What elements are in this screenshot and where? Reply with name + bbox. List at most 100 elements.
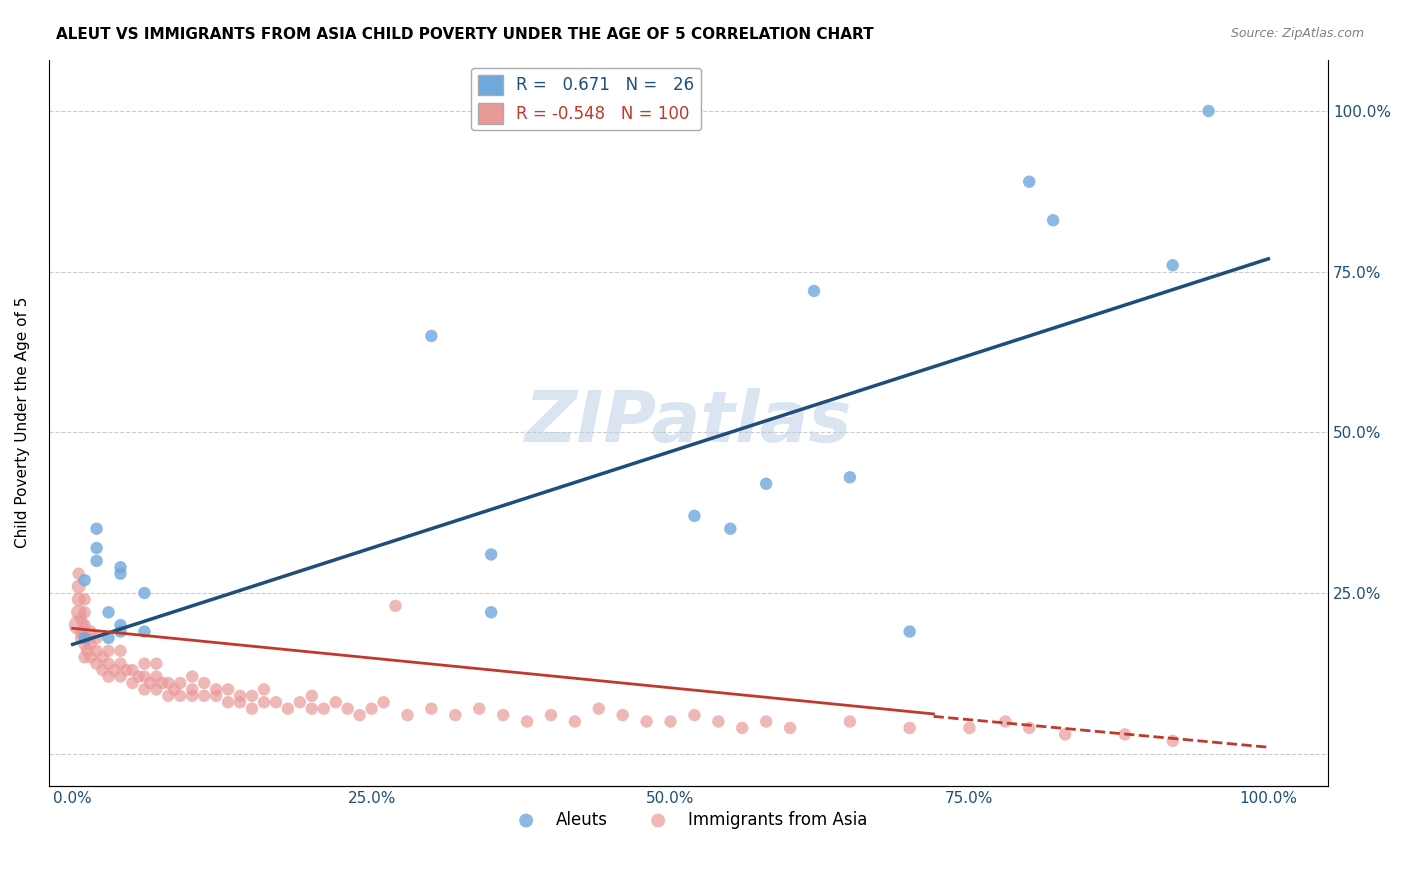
Point bbox=[588, 701, 610, 715]
Point bbox=[86, 554, 108, 568]
Point bbox=[79, 650, 101, 665]
Point bbox=[67, 580, 90, 594]
Point bbox=[73, 605, 96, 619]
Point bbox=[755, 476, 778, 491]
Point bbox=[134, 586, 156, 600]
Point bbox=[803, 284, 825, 298]
Point bbox=[127, 669, 149, 683]
Point bbox=[838, 714, 860, 729]
Point bbox=[169, 676, 191, 690]
Point bbox=[217, 695, 239, 709]
Point bbox=[755, 714, 778, 729]
Point bbox=[103, 663, 125, 677]
Point bbox=[277, 701, 299, 715]
Point bbox=[205, 689, 228, 703]
Point bbox=[97, 631, 120, 645]
Point bbox=[898, 721, 921, 735]
Point bbox=[110, 669, 132, 683]
Point bbox=[240, 701, 263, 715]
Point bbox=[683, 708, 706, 723]
Point bbox=[193, 689, 215, 703]
Point bbox=[73, 592, 96, 607]
Point bbox=[1114, 727, 1136, 741]
Point bbox=[134, 657, 156, 671]
Point bbox=[564, 714, 586, 729]
Point bbox=[779, 721, 801, 735]
Text: ALEUT VS IMMIGRANTS FROM ASIA CHILD POVERTY UNDER THE AGE OF 5 CORRELATION CHART: ALEUT VS IMMIGRANTS FROM ASIA CHILD POVE… bbox=[56, 27, 875, 42]
Text: Source: ZipAtlas.com: Source: ZipAtlas.com bbox=[1230, 27, 1364, 40]
Point bbox=[612, 708, 634, 723]
Point bbox=[157, 676, 180, 690]
Point bbox=[145, 657, 167, 671]
Legend: Aleuts, Immigrants from Asia: Aleuts, Immigrants from Asia bbox=[503, 805, 875, 836]
Point bbox=[1042, 213, 1064, 227]
Point bbox=[492, 708, 515, 723]
Point bbox=[1161, 258, 1184, 272]
Point bbox=[67, 592, 90, 607]
Point bbox=[217, 682, 239, 697]
Y-axis label: Child Poverty Under the Age of 5: Child Poverty Under the Age of 5 bbox=[15, 297, 30, 549]
Point bbox=[479, 548, 502, 562]
Point bbox=[134, 682, 156, 697]
Point bbox=[540, 708, 562, 723]
Point bbox=[91, 663, 114, 677]
Point bbox=[479, 605, 502, 619]
Point bbox=[121, 663, 143, 677]
Point bbox=[97, 605, 120, 619]
Point bbox=[97, 644, 120, 658]
Point bbox=[73, 637, 96, 651]
Text: ZIPatlas: ZIPatlas bbox=[524, 388, 852, 458]
Point bbox=[240, 689, 263, 703]
Point bbox=[121, 676, 143, 690]
Point bbox=[110, 624, 132, 639]
Point bbox=[373, 695, 395, 709]
Point bbox=[86, 522, 108, 536]
Point bbox=[70, 612, 93, 626]
Point bbox=[181, 689, 204, 703]
Point bbox=[110, 644, 132, 658]
Point bbox=[468, 701, 491, 715]
Point bbox=[79, 624, 101, 639]
Point bbox=[139, 676, 162, 690]
Point bbox=[110, 618, 132, 632]
Point bbox=[301, 701, 323, 715]
Point bbox=[67, 618, 90, 632]
Point bbox=[157, 689, 180, 703]
Point bbox=[957, 721, 980, 735]
Point bbox=[150, 676, 173, 690]
Point bbox=[253, 682, 276, 697]
Point bbox=[420, 701, 443, 715]
Point bbox=[994, 714, 1017, 729]
Point bbox=[145, 682, 167, 697]
Point bbox=[76, 631, 98, 645]
Point bbox=[731, 721, 754, 735]
Point bbox=[110, 560, 132, 574]
Point bbox=[636, 714, 658, 729]
Point bbox=[1018, 175, 1040, 189]
Point bbox=[76, 644, 98, 658]
Point bbox=[86, 657, 108, 671]
Point bbox=[97, 669, 120, 683]
Point bbox=[70, 624, 93, 639]
Point bbox=[73, 631, 96, 645]
Point bbox=[396, 708, 419, 723]
Point bbox=[110, 657, 132, 671]
Point bbox=[73, 631, 96, 645]
Point bbox=[444, 708, 467, 723]
Point bbox=[163, 682, 186, 697]
Point bbox=[707, 714, 730, 729]
Point bbox=[312, 701, 335, 715]
Point bbox=[1018, 721, 1040, 735]
Point bbox=[838, 470, 860, 484]
Point bbox=[86, 541, 108, 555]
Point bbox=[73, 573, 96, 587]
Point bbox=[115, 663, 138, 677]
Point bbox=[1054, 727, 1077, 741]
Point bbox=[70, 631, 93, 645]
Point bbox=[264, 695, 287, 709]
Point bbox=[898, 624, 921, 639]
Point bbox=[67, 566, 90, 581]
Point bbox=[420, 329, 443, 343]
Point bbox=[1198, 103, 1220, 118]
Point bbox=[86, 644, 108, 658]
